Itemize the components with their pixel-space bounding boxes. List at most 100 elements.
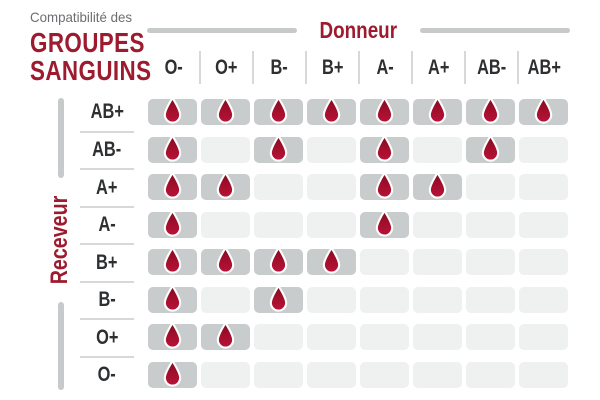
cell-A+-AB+ (519, 174, 568, 200)
cell-A+-B- (254, 174, 303, 200)
blood-drop-icon (322, 246, 341, 274)
cell-B--B+ (307, 286, 356, 313)
row-header-O+: O+ (80, 318, 134, 356)
column-header-label: O- (164, 55, 183, 79)
column-header-AB+: AB+ (517, 50, 571, 85)
column-header-label: B+ (321, 55, 344, 79)
blood-drop-icon (269, 96, 288, 124)
cell-B+-A- (360, 249, 409, 275)
column-header-AB-: AB- (464, 50, 518, 85)
row-header-label: AB- (92, 138, 122, 162)
receiver-rows: AB+ AB- A+ A- B+ B- O+ O- (80, 93, 134, 393)
blood-drop-icon (269, 134, 288, 162)
donor-axis-label: Donneur (319, 16, 398, 43)
cell-B--AB+ (519, 286, 568, 313)
cell-O--O+ (201, 361, 250, 388)
cell-O+-AB- (466, 324, 515, 350)
blood-drop-icon (481, 96, 500, 124)
row-header-label: A- (98, 213, 116, 237)
row-header-label: O- (97, 363, 117, 387)
column-header-A+: A+ (411, 50, 465, 85)
cell-B--O- (148, 284, 197, 313)
cell-AB+-B- (254, 96, 303, 125)
row-header-B-: B- (80, 280, 134, 319)
blood-drop-icon (163, 246, 182, 274)
row-header-O-: O- (80, 355, 134, 394)
donor-axis-header: Donneur (147, 17, 570, 43)
cell-AB--AB+ (519, 136, 568, 163)
blood-drop-icon (322, 96, 341, 124)
title-eyebrow: Compatibilité des (30, 9, 133, 25)
receiver-rule-bottom (58, 302, 64, 390)
column-header-label: A- (376, 55, 395, 79)
cell-AB+-AB- (466, 96, 515, 125)
cell-AB+-O+ (201, 96, 250, 125)
cell-A+-A+ (413, 171, 462, 200)
receiver-axis-label: Receveur (46, 195, 73, 285)
cell-A+-B+ (307, 174, 356, 200)
cell-O--AB+ (519, 361, 568, 388)
cell-O+-A- (360, 324, 409, 350)
cell-B--B- (254, 284, 303, 313)
donor-columns: O- O+ B- B+ A- A+ AB- AB+ (147, 50, 571, 85)
blood-drop-icon (163, 284, 182, 312)
blood-drop-icon (534, 96, 553, 124)
blood-drop-icon (216, 96, 235, 124)
cell-AB--A+ (413, 136, 462, 163)
cell-B+-AB+ (519, 249, 568, 275)
cell-A--AB- (466, 211, 515, 238)
cell-O+-B- (254, 324, 303, 350)
blood-drop-icon (216, 246, 235, 274)
cell-A+-O+ (201, 171, 250, 200)
row-header-label: AB+ (90, 99, 124, 123)
blood-drop-icon (375, 171, 394, 199)
cell-A--B- (254, 211, 303, 238)
cell-O+-O+ (201, 321, 250, 350)
cell-AB+-A- (360, 96, 409, 125)
cell-A+-O- (148, 171, 197, 200)
cell-A+-A- (360, 171, 409, 200)
blood-drop-icon (216, 171, 235, 199)
chart-title-block: Compatibilité des GROUPES SANGUINS (30, 9, 182, 85)
blood-drop-icon (163, 321, 182, 349)
cell-B+-B+ (307, 246, 356, 275)
cell-AB+-B+ (307, 96, 356, 125)
donor-rule-left (147, 27, 298, 33)
cell-AB--O+ (201, 136, 250, 163)
row-header-label: B- (98, 288, 116, 312)
cell-A--A- (360, 209, 409, 238)
row-header-label: O+ (95, 325, 119, 349)
blood-drop-icon (216, 321, 235, 349)
row-header-label: A+ (96, 175, 118, 199)
blood-drop-icon (428, 171, 447, 199)
cell-B+-A+ (413, 249, 462, 275)
column-header-label: AB- (476, 55, 507, 79)
cell-AB--AB- (466, 134, 515, 163)
cell-O--O- (148, 359, 197, 388)
column-header-label: O+ (215, 55, 238, 79)
blood-drop-icon (375, 209, 394, 237)
cell-O+-A+ (413, 324, 462, 350)
cell-AB--A- (360, 134, 409, 163)
cell-B+-O+ (201, 246, 250, 275)
cell-A--A+ (413, 211, 462, 238)
cell-A+-AB- (466, 174, 515, 200)
column-header-O+: O+ (199, 50, 253, 85)
cell-O--B- (254, 361, 303, 388)
column-header-label: AB+ (527, 55, 562, 79)
column-header-A-: A- (358, 50, 412, 85)
cell-B--A- (360, 286, 409, 313)
cell-B+-B- (254, 246, 303, 275)
cell-A--O+ (201, 211, 250, 238)
blood-drop-icon (269, 284, 288, 312)
cell-O--A+ (413, 361, 462, 388)
blood-drop-icon (375, 134, 394, 162)
blood-drop-icon (375, 96, 394, 124)
blood-drop-icon (269, 246, 288, 274)
blood-drop-icon (428, 96, 447, 124)
cell-AB+-AB+ (519, 96, 568, 125)
blood-drop-icon (481, 134, 500, 162)
cell-A--B+ (307, 211, 356, 238)
donor-rule-right (419, 27, 570, 33)
